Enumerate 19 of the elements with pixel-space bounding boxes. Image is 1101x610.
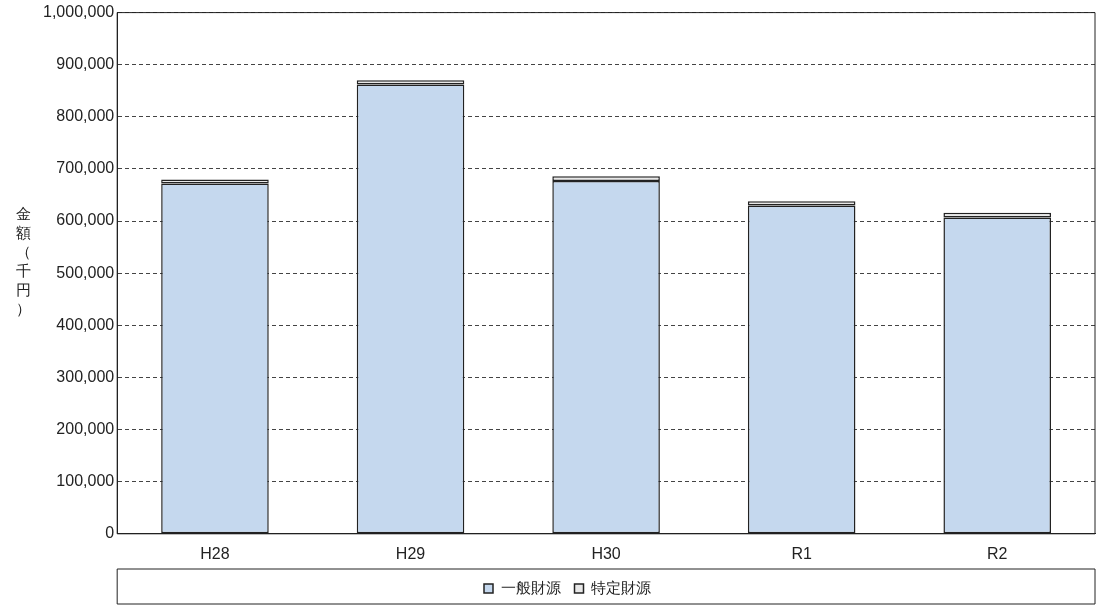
x-tick-label: H30 [591, 544, 621, 562]
y-tick-label: 400,000 [56, 315, 115, 333]
y-tick-label: 700,000 [56, 159, 115, 177]
x-tick-label: R1 [791, 544, 812, 562]
y-tick-label: 100,000 [56, 472, 115, 490]
y-tick-label: 1,000,000 [42, 3, 115, 21]
y-tick-label: 200,000 [56, 419, 115, 437]
x-tick-label: H29 [395, 544, 426, 562]
y-tick-label: 900,000 [56, 55, 115, 73]
y-tick-label: 600,000 [56, 211, 115, 229]
y-tick-label: 800,000 [56, 107, 115, 125]
y-tick-label: 0 [105, 524, 115, 542]
y-axis-title: 金額（千円） [14, 205, 32, 319]
legend-label: 特定財源 [591, 578, 651, 596]
x-tick-label: H28 [200, 544, 230, 562]
legend-label: 一般財源 [500, 578, 561, 596]
y-tick-label: 300,000 [56, 367, 115, 385]
x-tick-label: R2 [986, 544, 1008, 562]
y-tick-label: 500,000 [56, 263, 115, 281]
